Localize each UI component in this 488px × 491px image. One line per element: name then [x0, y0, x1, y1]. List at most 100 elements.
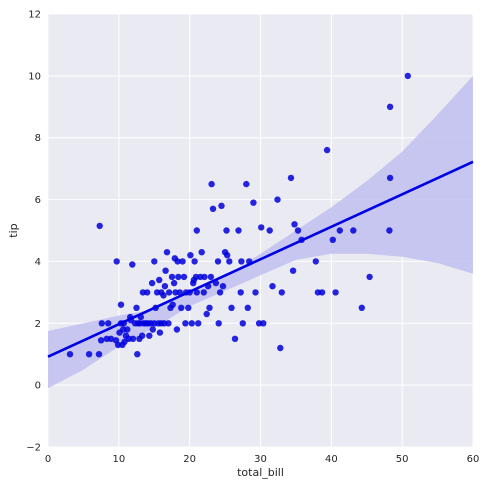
data-point [206, 304, 213, 311]
data-point [148, 279, 156, 287]
data-point [332, 289, 339, 296]
x-tick-label: 60 [467, 454, 480, 465]
data-point [287, 174, 295, 182]
data-point [216, 289, 224, 296]
data-point [224, 252, 231, 259]
data-point [223, 227, 230, 234]
x-tick-label: 50 [396, 454, 409, 465]
x-axis-label: total_bill [237, 466, 284, 479]
data-point [291, 221, 298, 228]
x-tick-label: 0 [45, 454, 51, 465]
y-tick-label: 2 [35, 319, 41, 330]
data-point [105, 320, 112, 327]
data-point [350, 227, 357, 234]
data-point [201, 273, 208, 281]
data-point [139, 332, 146, 339]
data-point [386, 103, 394, 111]
data-point [178, 304, 185, 311]
data-point [187, 252, 194, 259]
data-point [117, 301, 125, 308]
data-point [185, 304, 192, 311]
data-point [358, 304, 365, 311]
data-point [174, 258, 181, 265]
data-point [336, 227, 343, 234]
data-point [329, 236, 336, 243]
data-point [219, 283, 227, 290]
data-point [129, 335, 137, 342]
data-point [176, 289, 183, 296]
data-point [244, 304, 251, 311]
y-tick-label: 4 [35, 257, 41, 268]
data-point [209, 205, 217, 212]
data-point [312, 258, 319, 265]
data-point [218, 202, 225, 209]
data-point [274, 196, 281, 203]
data-point [113, 258, 120, 265]
y-tick-label: 8 [35, 133, 41, 144]
data-point [198, 249, 205, 256]
data-point [191, 258, 198, 265]
scatter-points [66, 72, 411, 358]
data-point [168, 273, 176, 281]
data-point [278, 289, 285, 296]
data-point [228, 304, 235, 311]
data-point [129, 261, 136, 268]
data-point [289, 267, 297, 274]
data-point [96, 222, 103, 230]
data-point [258, 224, 265, 231]
data-point [179, 258, 186, 265]
x-tick-label: 40 [325, 454, 338, 465]
data-point [107, 335, 115, 342]
data-point [200, 289, 207, 296]
data-point [156, 329, 164, 336]
y-tick-label: 12 [28, 10, 41, 21]
data-point [207, 273, 215, 281]
y-tick-label: 6 [35, 195, 41, 206]
y-tick-label: 10 [28, 71, 41, 82]
data-point [208, 180, 215, 188]
data-point [124, 326, 131, 333]
data-point [203, 310, 210, 318]
data-point [193, 227, 200, 234]
data-point [226, 258, 233, 265]
data-point [180, 273, 188, 281]
data-point [239, 320, 246, 327]
data-point [165, 320, 172, 327]
data-point [97, 337, 105, 344]
data-point [235, 227, 242, 234]
y-tick-labels: −2 0 2 4 6 8 10 12 [26, 10, 41, 454]
data-point [149, 326, 156, 333]
data-point [146, 332, 153, 339]
data-point [160, 292, 167, 299]
data-point [260, 320, 267, 327]
data-point [193, 289, 200, 296]
data-point [165, 289, 173, 296]
data-point [231, 335, 239, 342]
data-point [188, 320, 195, 327]
data-point [162, 267, 169, 274]
data-point [173, 326, 181, 333]
data-point [98, 320, 106, 327]
data-point [144, 289, 151, 296]
data-point [163, 249, 171, 256]
data-point [170, 279, 178, 287]
data-point [85, 351, 93, 358]
data-point [386, 174, 394, 182]
data-point [294, 227, 302, 234]
data-point [156, 276, 163, 284]
data-point [386, 227, 393, 234]
data-point [215, 320, 222, 327]
y-axis-label: tip [7, 223, 20, 237]
data-point [169, 301, 176, 308]
data-point [151, 258, 158, 265]
data-point [250, 199, 257, 206]
data-point [237, 289, 244, 296]
data-point [323, 146, 331, 154]
data-point [266, 227, 273, 234]
data-point [318, 289, 326, 296]
x-tick-label: 30 [254, 454, 267, 465]
regression-line [47, 160, 474, 358]
data-point [175, 273, 182, 281]
data-point [277, 344, 284, 352]
